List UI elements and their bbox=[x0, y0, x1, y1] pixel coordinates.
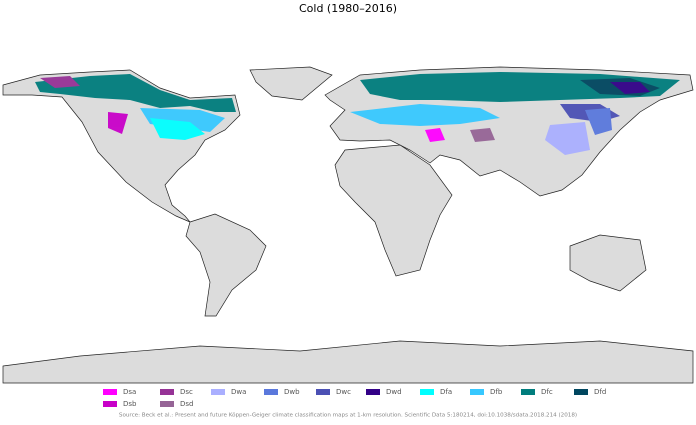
climate-zone bbox=[470, 128, 495, 142]
legend-label: Dwd bbox=[386, 388, 402, 396]
legend-label: Dfb bbox=[490, 388, 503, 396]
legend-swatch bbox=[103, 401, 117, 407]
legend: Dsa Dsb Dsc Dsd Dwa Dwb Dwc Dwd Dfa Dfb Dfc Dfd bbox=[103, 388, 606, 408]
legend-swatch bbox=[470, 389, 484, 395]
legend-swatch bbox=[103, 389, 117, 395]
north-america bbox=[2, 69, 241, 223]
legend-swatch bbox=[160, 401, 174, 407]
legend-label: Dwc bbox=[336, 388, 351, 396]
legend-label: Dfc bbox=[541, 388, 553, 396]
legend-label: Dwb bbox=[284, 388, 300, 396]
source-note: Source: Beck et al.: Present and future … bbox=[119, 413, 577, 419]
legend-label: Dsa bbox=[123, 388, 136, 396]
legend-swatch bbox=[521, 389, 535, 395]
legend-swatch bbox=[366, 389, 380, 395]
legend-swatch bbox=[160, 389, 174, 395]
climate-zones bbox=[35, 72, 680, 155]
climate-zone bbox=[350, 104, 500, 126]
africa bbox=[334, 144, 453, 277]
legend-label: Dsb bbox=[123, 400, 137, 408]
legend-label: Dfd bbox=[594, 388, 606, 396]
legend-swatch bbox=[316, 389, 330, 395]
climate-zone bbox=[35, 74, 236, 112]
climate-zone bbox=[108, 112, 128, 134]
legend-swatch bbox=[420, 389, 434, 395]
climate-zone bbox=[610, 82, 650, 94]
south-america bbox=[185, 213, 267, 317]
legend-label: Dsd bbox=[180, 400, 193, 408]
legend-swatch bbox=[264, 389, 278, 395]
legend-swatch bbox=[574, 389, 588, 395]
climate-zone bbox=[585, 108, 612, 135]
title: Cold (1980–2016) bbox=[299, 2, 397, 15]
climate-zone bbox=[140, 108, 225, 132]
greenland bbox=[249, 66, 333, 101]
climate-zone bbox=[150, 118, 205, 140]
climate-zone bbox=[545, 122, 590, 155]
legend-label: Dfa bbox=[440, 388, 452, 396]
legend-label: Dwa bbox=[231, 388, 246, 396]
climate-zone bbox=[40, 76, 80, 88]
land bbox=[2, 66, 694, 384]
climate-zone bbox=[425, 128, 445, 142]
legend-label: Dsc bbox=[180, 388, 193, 396]
legend-swatch bbox=[211, 389, 225, 395]
australia bbox=[569, 234, 647, 292]
antarctica bbox=[2, 340, 694, 384]
